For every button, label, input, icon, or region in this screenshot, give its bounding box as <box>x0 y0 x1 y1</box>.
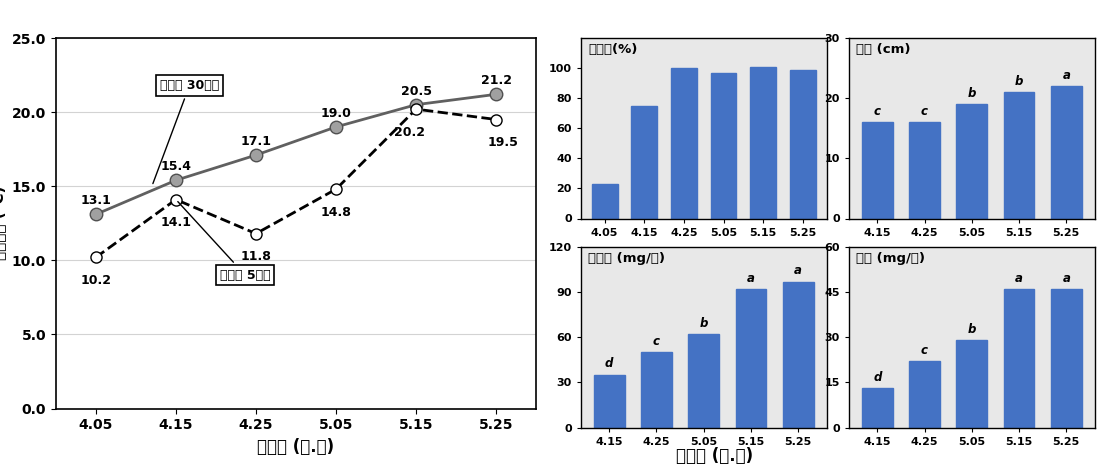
Bar <box>631 106 657 218</box>
Y-axis label: 평균기온 (°C): 평균기온 (°C) <box>0 186 7 260</box>
Text: 20.5: 20.5 <box>401 85 431 98</box>
Text: 14.1: 14.1 <box>161 216 191 229</box>
Text: 이앙기 (월.일): 이앙기 (월.일) <box>676 447 754 466</box>
Text: a: a <box>794 264 802 277</box>
Text: c: c <box>653 335 660 348</box>
Bar <box>790 69 815 219</box>
Bar <box>1004 92 1034 218</box>
Bar <box>909 122 939 218</box>
Text: 이앙후 5일간: 이앙후 5일간 <box>178 201 270 282</box>
Text: 엽초중 (mg/본): 엽초중 (mg/본) <box>589 252 666 266</box>
Text: 초장 (cm): 초장 (cm) <box>857 43 910 57</box>
Text: 10.2: 10.2 <box>80 274 112 287</box>
Text: 생존률(%): 생존률(%) <box>589 43 638 57</box>
Bar <box>1051 289 1081 428</box>
Bar <box>1051 86 1081 218</box>
Text: a: a <box>747 272 755 285</box>
Text: d: d <box>873 371 881 384</box>
Text: b: b <box>967 323 976 336</box>
Text: 14.8: 14.8 <box>321 206 352 219</box>
Bar <box>751 66 776 218</box>
Bar <box>641 352 671 428</box>
Text: c: c <box>873 104 881 118</box>
Bar <box>956 104 987 218</box>
Bar <box>783 282 813 428</box>
Text: 19.5: 19.5 <box>488 136 518 149</box>
Bar <box>862 389 892 428</box>
Text: 13.1: 13.1 <box>80 194 111 208</box>
Bar <box>909 361 939 428</box>
Text: c: c <box>922 104 928 118</box>
Text: 15.4: 15.4 <box>160 161 191 173</box>
Text: d: d <box>605 357 613 370</box>
Bar <box>671 68 697 218</box>
Text: a: a <box>1062 68 1070 82</box>
Bar <box>1004 289 1034 428</box>
Bar <box>594 375 624 428</box>
X-axis label: 이앙기 (월.일): 이앙기 (월.일) <box>257 438 335 456</box>
Text: b: b <box>699 317 708 330</box>
Bar <box>688 334 719 428</box>
Text: 17.1: 17.1 <box>240 135 271 148</box>
Bar <box>736 289 766 428</box>
Text: a: a <box>1062 272 1070 285</box>
Text: 20.2: 20.2 <box>393 126 424 139</box>
Text: 19.0: 19.0 <box>321 107 351 120</box>
Bar <box>710 73 736 218</box>
Bar <box>956 340 987 428</box>
Bar <box>862 122 892 218</box>
Text: 이앙후 30일간: 이앙후 30일간 <box>153 79 219 184</box>
Text: 근중 (mg/본): 근중 (mg/본) <box>857 252 925 266</box>
Text: b: b <box>1015 75 1023 87</box>
Text: 11.8: 11.8 <box>240 250 271 263</box>
Text: c: c <box>922 344 928 357</box>
Text: b: b <box>967 86 976 100</box>
Bar <box>592 184 618 219</box>
Text: a: a <box>1015 272 1023 285</box>
Text: 21.2: 21.2 <box>480 75 512 87</box>
